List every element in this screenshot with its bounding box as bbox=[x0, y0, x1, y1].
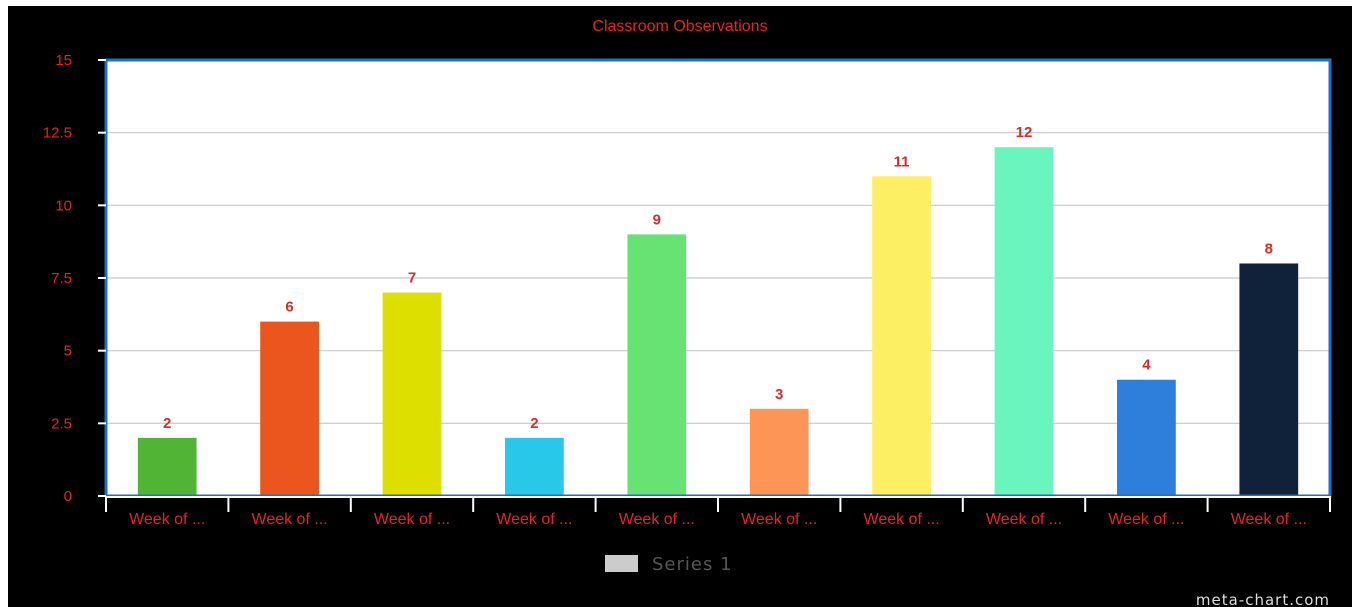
data-label: 2 bbox=[530, 415, 538, 432]
bar[interactable] bbox=[749, 408, 809, 496]
x-tick-label: Week of ... bbox=[619, 511, 695, 528]
data-labels: 2 6 7 2 9 3 11 12 4 8 bbox=[163, 124, 1273, 432]
bar[interactable] bbox=[505, 437, 564, 496]
data-label: 3 bbox=[775, 386, 783, 403]
x-tick-label: Week of ... bbox=[374, 511, 450, 528]
bars bbox=[137, 147, 1299, 496]
y-axis: 0 2.5 5 7.5 10 12.5 15 bbox=[43, 52, 106, 505]
x-tick-label: Week of ... bbox=[129, 511, 205, 528]
y-tick-label: 7.5 bbox=[51, 270, 72, 287]
y-tick-label: 5 bbox=[64, 343, 72, 360]
legend-label[interactable]: Series 1 bbox=[652, 554, 733, 575]
bar[interactable] bbox=[627, 234, 687, 496]
y-tick-label: 10 bbox=[55, 197, 72, 214]
x-tick-label: Week of ... bbox=[1231, 511, 1307, 528]
legend: Series 1 bbox=[605, 554, 733, 575]
data-label: 7 bbox=[408, 270, 416, 287]
data-label: 9 bbox=[653, 211, 661, 228]
x-tick-label: Week of ... bbox=[1108, 511, 1184, 528]
data-label: 11 bbox=[894, 153, 910, 170]
x-axis: Week of ... Week of ... Week of ... Week of… bbox=[105, 496, 1331, 528]
bar[interactable] bbox=[1117, 379, 1176, 496]
chart-frame: Classroom Observations 2 6 7 2 9 3 11 12 4 8 0 2.5… bbox=[8, 6, 1352, 607]
y-tick-label: 15 bbox=[55, 52, 72, 69]
bar-chart: Classroom Observations 2 6 7 2 9 3 11 12 4 8 0 2.5… bbox=[43, 18, 1332, 607]
watermark: meta-chart.com bbox=[1196, 591, 1330, 607]
x-tick-label: Week of ... bbox=[986, 511, 1062, 528]
y-tick-label: 12.5 bbox=[43, 125, 72, 142]
bar[interactable] bbox=[1239, 263, 1299, 496]
bar[interactable] bbox=[260, 321, 319, 496]
x-tick-label: Week of ... bbox=[864, 511, 940, 528]
x-tick-label: Week of ... bbox=[252, 511, 328, 528]
bar[interactable] bbox=[382, 292, 442, 496]
y-tick-label: 2.5 bbox=[51, 415, 72, 432]
data-label: 6 bbox=[285, 299, 293, 316]
bar[interactable] bbox=[872, 176, 931, 496]
x-tick-label: Week of ... bbox=[741, 511, 817, 528]
data-label: 2 bbox=[163, 415, 171, 432]
data-label: 4 bbox=[1142, 357, 1151, 374]
x-tick-label: Week of ... bbox=[496, 511, 572, 528]
y-tick-label: 0 bbox=[64, 488, 72, 505]
data-label: 8 bbox=[1265, 240, 1273, 257]
chart-title: Classroom Observations bbox=[592, 18, 767, 35]
bar[interactable] bbox=[994, 147, 1054, 496]
bar[interactable] bbox=[137, 437, 197, 496]
legend-swatch bbox=[605, 555, 638, 572]
data-label: 12 bbox=[1016, 124, 1033, 141]
